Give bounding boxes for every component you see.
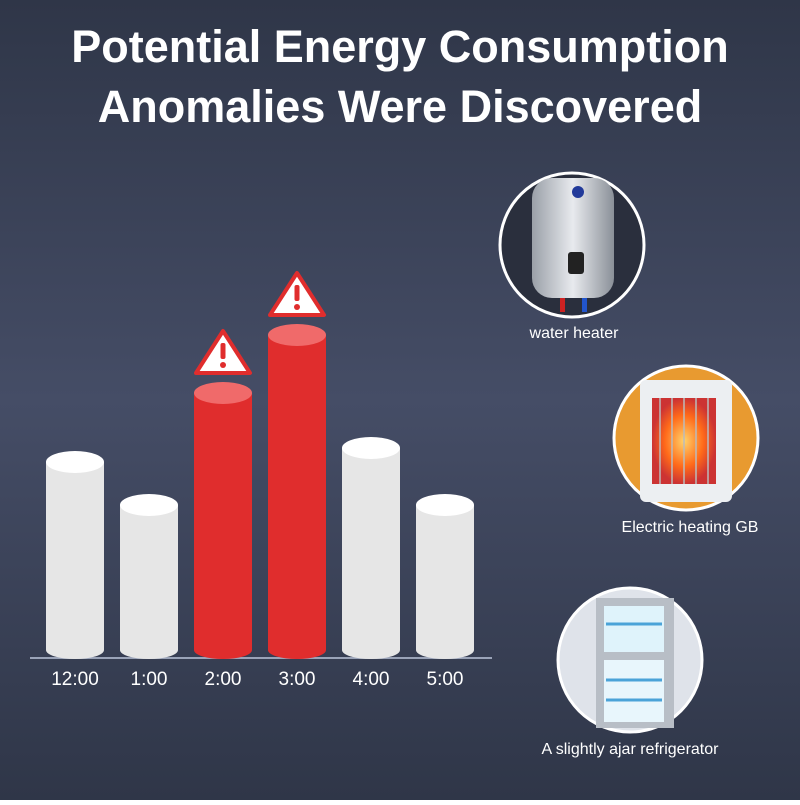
device-label: Electric heating GB (622, 519, 759, 536)
warning-mark (294, 285, 300, 301)
bar (268, 335, 326, 650)
bar-top (194, 382, 252, 404)
bar-top (342, 437, 400, 459)
x-tick-label: 5:00 (427, 669, 464, 690)
x-tick-label: 4:00 (353, 669, 390, 690)
title-line: Anomalies Were Discovered (98, 81, 702, 132)
bar-top (416, 494, 474, 516)
x-tick-label: 3:00 (279, 669, 316, 690)
bar-top (46, 451, 104, 473)
bar (342, 448, 400, 650)
title-line: Potential Energy Consumption (71, 21, 729, 72)
device-heater (612, 364, 760, 512)
bar (194, 393, 252, 650)
x-tick-label: 1:00 (131, 669, 168, 690)
device-fridge (556, 586, 704, 734)
device-label: water heater (529, 325, 620, 342)
warning-dot (294, 304, 300, 310)
bar-top (120, 494, 178, 516)
bar (120, 505, 178, 650)
x-tick-label: 12:00 (51, 669, 99, 690)
warning-icon (268, 271, 326, 317)
device-water-heater (498, 171, 646, 319)
bar-top (268, 324, 326, 346)
device-label: A slightly ajar refrigerator (542, 741, 720, 758)
warning-mark (220, 343, 226, 359)
warning-dot (220, 362, 226, 368)
warning-icon (194, 329, 252, 375)
bar (416, 505, 474, 650)
x-tick-label: 2:00 (205, 669, 242, 690)
bar (46, 462, 104, 650)
